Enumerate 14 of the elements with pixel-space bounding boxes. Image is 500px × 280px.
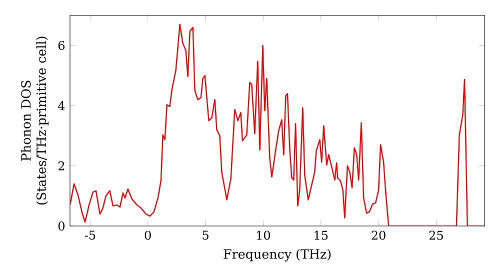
x-tick-label: 20: [372, 230, 386, 240]
y-tick-label: 4: [58, 101, 65, 110]
x-tick-label: 5: [202, 230, 208, 240]
x-tick-label: 15: [314, 230, 328, 240]
y-tick-label: 2: [58, 161, 64, 170]
y-tick-label: 6: [58, 40, 65, 50]
x-tick-label: 10: [257, 230, 270, 240]
line-series: [70, 24, 485, 226]
y-axis-title: Phonon DOS (States/THz·primitive cell): [20, 36, 49, 205]
x-tick-label: 0: [144, 230, 151, 240]
x-tick-label: 25: [429, 230, 443, 240]
x-axis-title: Frequency (THz): [224, 248, 331, 262]
y-tick-label: 0: [58, 221, 64, 231]
x-tick-label: -5: [84, 230, 96, 240]
